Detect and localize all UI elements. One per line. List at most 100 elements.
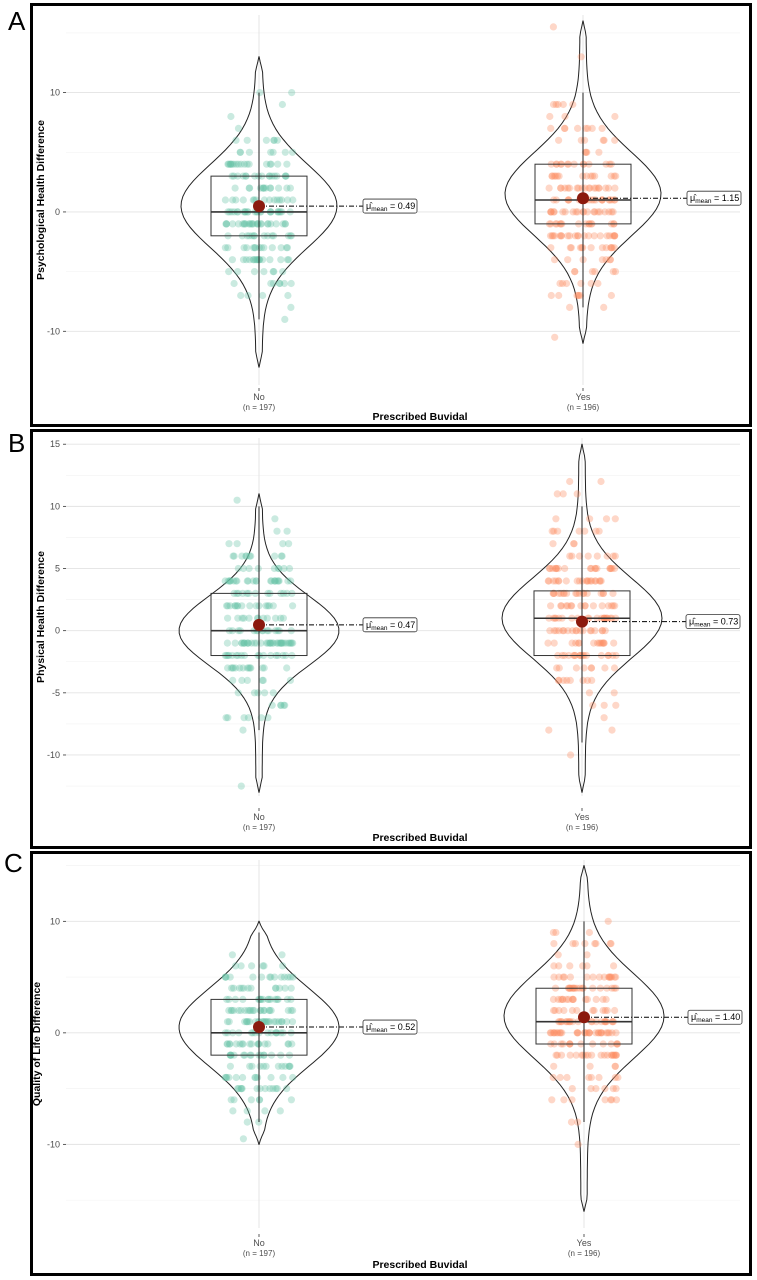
data-point xyxy=(252,602,260,610)
sample-size-label: (n = 196) xyxy=(566,823,599,832)
data-point xyxy=(564,627,572,635)
data-point xyxy=(246,552,254,560)
data-point xyxy=(237,160,245,168)
data-point xyxy=(276,639,285,647)
data-point xyxy=(234,1085,242,1093)
data-points xyxy=(544,477,620,759)
data-point xyxy=(585,1029,593,1037)
data-point xyxy=(550,940,558,948)
data-point xyxy=(605,232,614,240)
data-point xyxy=(246,256,254,264)
data-point xyxy=(276,1107,284,1115)
data-point xyxy=(561,112,569,121)
data-point xyxy=(259,256,267,264)
data-point xyxy=(547,208,555,216)
data-point xyxy=(254,689,262,697)
data-point xyxy=(567,602,575,610)
data-point xyxy=(589,602,598,610)
data-point xyxy=(279,962,287,970)
data-point xyxy=(590,208,598,216)
data-point xyxy=(587,1073,596,1082)
data-point xyxy=(611,1051,619,1059)
data-point xyxy=(254,220,262,228)
data-point xyxy=(280,973,288,981)
data-point xyxy=(573,490,581,498)
data-point xyxy=(237,1006,245,1015)
data-point xyxy=(267,184,275,192)
data-point xyxy=(237,782,245,790)
data-point xyxy=(549,23,558,31)
data-point xyxy=(242,220,250,228)
data-point xyxy=(610,1051,618,1059)
data-point xyxy=(545,577,553,585)
data-point xyxy=(234,564,242,573)
data-point xyxy=(573,184,581,192)
data-point xyxy=(571,232,580,240)
data-point xyxy=(557,589,565,598)
group-yes: μ̂mean = 0.73 xyxy=(501,443,741,793)
data-point xyxy=(289,1006,297,1015)
data-point xyxy=(274,1062,282,1070)
data-point xyxy=(574,232,582,240)
data-point xyxy=(262,136,270,144)
data-point xyxy=(568,552,576,560)
data-point xyxy=(271,973,279,981)
data-point xyxy=(224,664,232,672)
data-point xyxy=(261,1085,269,1093)
data-point xyxy=(573,291,581,300)
data-point xyxy=(595,973,604,981)
data-point xyxy=(275,184,283,192)
violin-outline xyxy=(178,920,340,1145)
data-point xyxy=(246,1062,254,1070)
data-point xyxy=(606,256,614,264)
data-point xyxy=(603,1006,611,1015)
data-point xyxy=(271,577,279,585)
data-point xyxy=(548,172,556,180)
y-tick-label: 15 xyxy=(50,439,60,449)
data-point xyxy=(288,148,297,156)
sample-size-label: (n = 196) xyxy=(568,1249,601,1258)
data-point xyxy=(607,244,615,252)
data-point xyxy=(553,1029,561,1037)
data-point xyxy=(583,208,592,216)
data-point xyxy=(579,962,587,970)
data-point xyxy=(547,208,555,216)
data-point xyxy=(611,184,619,192)
mean-label: μ̂mean = 0.49 xyxy=(366,201,415,213)
data-point xyxy=(557,1051,566,1059)
data-point xyxy=(601,208,609,216)
data-point xyxy=(245,564,253,573)
data-point xyxy=(230,160,238,168)
data-point xyxy=(221,577,229,585)
data-point xyxy=(281,220,289,228)
data-point xyxy=(611,232,619,240)
data-point xyxy=(607,172,615,180)
data-point xyxy=(558,1029,566,1037)
data-point xyxy=(244,639,252,647)
data-point xyxy=(594,279,602,288)
data-point xyxy=(602,256,610,264)
data-point xyxy=(599,639,607,647)
data-point xyxy=(583,589,591,598)
data-point xyxy=(574,124,582,132)
data-point xyxy=(268,701,276,709)
data-point xyxy=(242,552,250,560)
data-point xyxy=(585,1073,593,1082)
data-point xyxy=(243,1018,251,1026)
data-point xyxy=(566,244,575,252)
data-point xyxy=(596,208,604,216)
data-point xyxy=(289,1073,297,1082)
mean-label: μ̂mean = 1.15 xyxy=(690,193,739,205)
data-point xyxy=(606,256,615,264)
data-point xyxy=(259,962,267,970)
data-point xyxy=(258,664,267,672)
data-point xyxy=(242,552,250,560)
data-point xyxy=(600,639,608,647)
data-point xyxy=(267,577,275,585)
data-point xyxy=(229,552,237,560)
data-point xyxy=(564,184,572,192)
data-point xyxy=(598,1029,606,1037)
panel-b-plot: -10 -5 0 5 10 15 Physical Health Difference Pre… xyxy=(35,438,741,844)
data-point xyxy=(585,1029,594,1037)
data-point xyxy=(576,291,585,300)
